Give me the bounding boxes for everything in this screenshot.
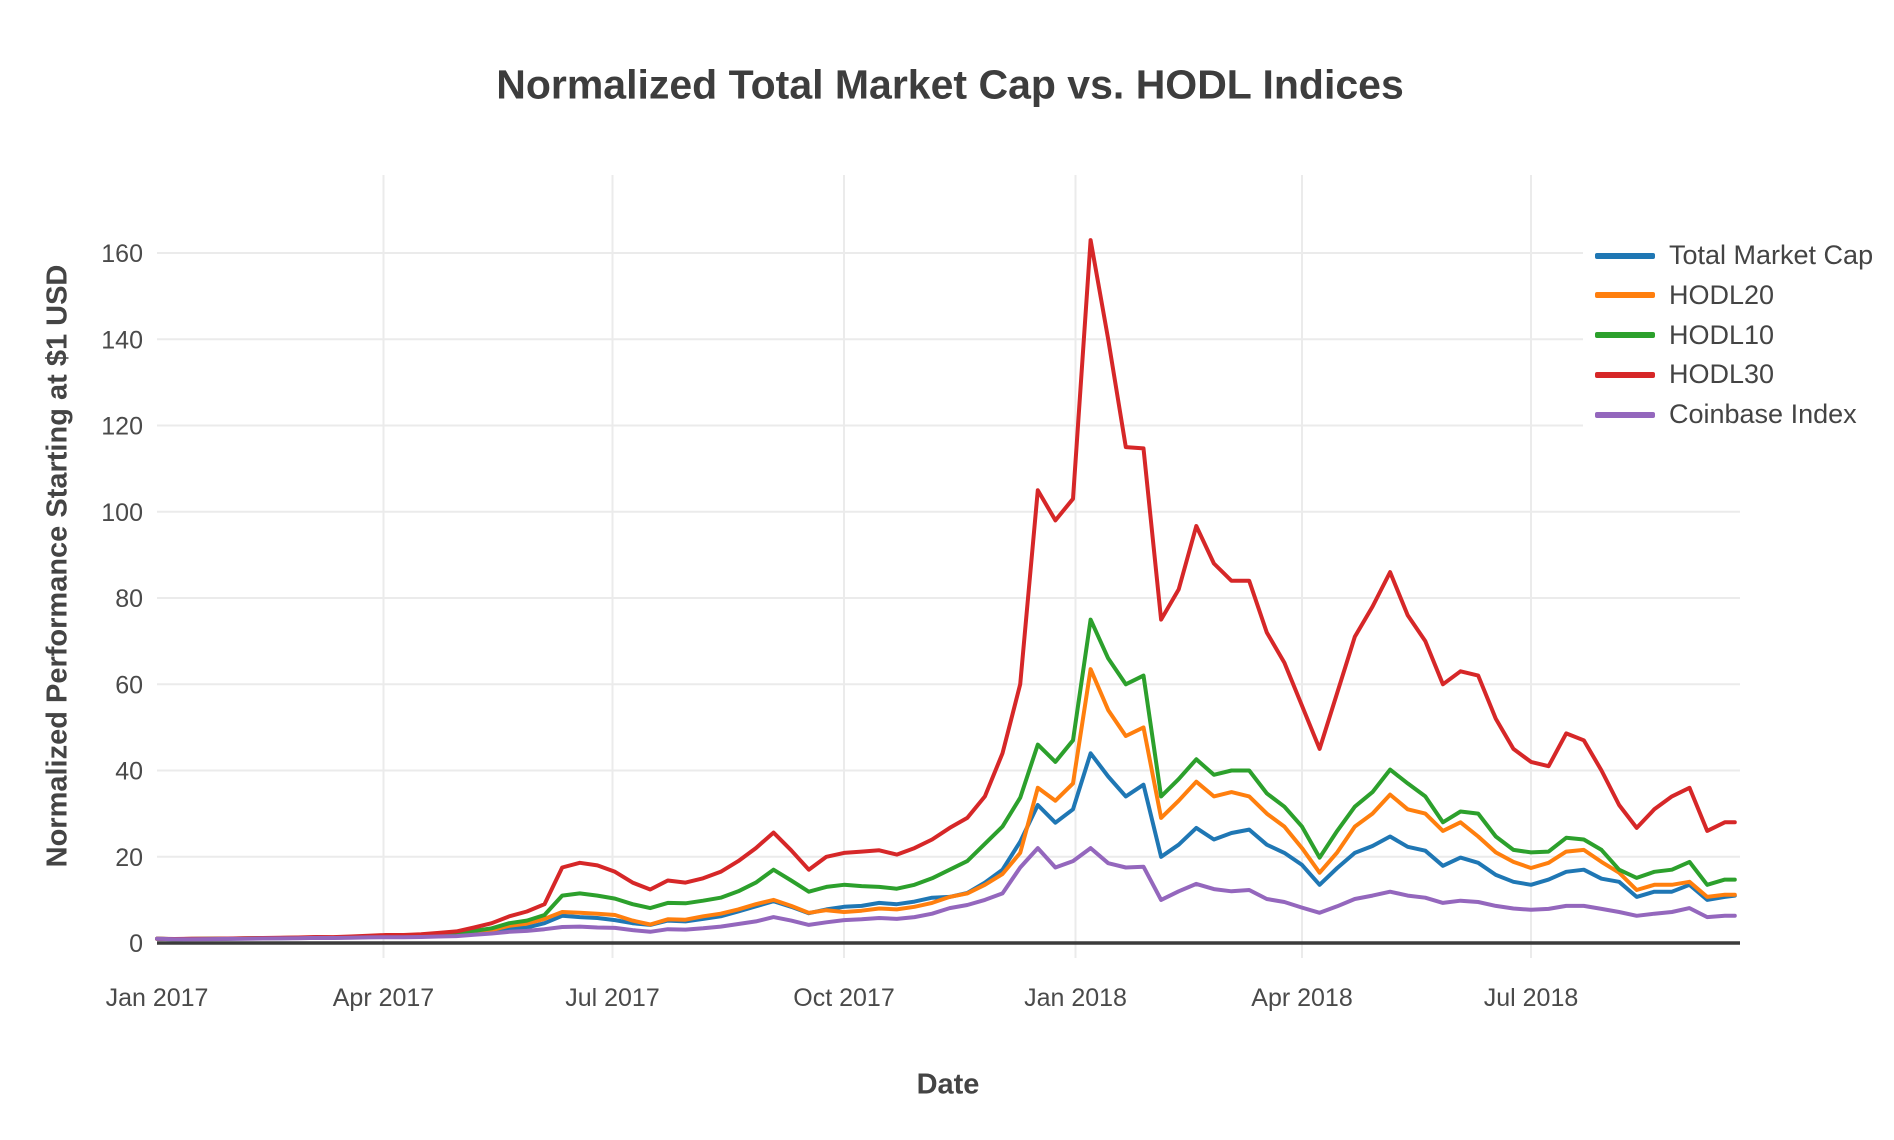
y-tick-label: 60 — [115, 671, 143, 699]
legend-item-hodl10[interactable]: HODL10 — [1583, 317, 1894, 354]
legend-label-total-market-cap: Total Market Cap — [1669, 240, 1874, 270]
x-tick-label: Jul 2018 — [1484, 984, 1579, 1012]
y-tick-label: 120 — [101, 413, 143, 441]
series-line-hodl30[interactable] — [155, 238, 1737, 941]
x-axis-title: Date — [916, 1068, 980, 1101]
gridlines — [157, 175, 1740, 958]
x-tick-label: Jul 2017 — [565, 984, 660, 1012]
y-tick-label: 140 — [101, 326, 143, 354]
x-tick-label: Apr 2018 — [1251, 984, 1352, 1012]
x-tick-label: Jan 2018 — [1024, 984, 1127, 1012]
y-tick-label: 80 — [115, 585, 143, 613]
legend-line-hodl20-icon — [1595, 292, 1655, 299]
legend-item-coinbase-index[interactable]: Coinbase Index — [1583, 396, 1894, 433]
y-tick-label: 100 — [101, 499, 143, 527]
chart-title: Normalized Total Market Cap vs. HODL Ind… — [496, 61, 1404, 108]
legend-line-hodl10-icon — [1595, 332, 1655, 338]
legend: Total Market Cap HODL20 HODL10 HODL30 Co… — [1583, 237, 1894, 433]
legend-label-hodl10: HODL10 — [1669, 319, 1775, 350]
series-group — [155, 238, 1737, 942]
y-axis-title: Normalized Performance Starting at $1 US… — [41, 264, 74, 868]
legend-item-total-market-cap[interactable]: Total Market Cap — [1583, 237, 1894, 274]
legend-label-hodl30: HODL30 — [1669, 359, 1775, 390]
legend-label-coinbase-index: Coinbase Index — [1669, 399, 1857, 429]
series-line-hodl20[interactable] — [155, 667, 1737, 942]
legend-line-hodl30-icon — [1595, 371, 1655, 378]
x-tick-label: Apr 2017 — [333, 984, 434, 1012]
tick-labels: Jan 2017 Apr 2017 Jul 2017 Oct 2017 Jan 2018… — [101, 240, 1578, 1012]
series-line-hodl10[interactable] — [155, 617, 1737, 942]
y-tick-label: 40 — [115, 758, 143, 786]
y-tick-label: 0 — [129, 930, 143, 958]
legend-line-total-market-cap-icon — [1595, 252, 1655, 259]
x-tick-label: Jan 2017 — [106, 984, 209, 1012]
legend-label-hodl20: HODL20 — [1669, 279, 1775, 310]
legend-item-hodl20[interactable]: HODL20 — [1583, 277, 1894, 314]
legend-item-hodl30[interactable]: HODL30 — [1583, 356, 1894, 393]
series-line-coinbase-index[interactable] — [155, 846, 1737, 942]
legend-line-coinbase-index-icon — [1595, 411, 1655, 418]
y-tick-label: 20 — [115, 844, 143, 872]
x-tick-label: Oct 2017 — [793, 984, 894, 1012]
y-tick-label: 160 — [101, 240, 143, 268]
